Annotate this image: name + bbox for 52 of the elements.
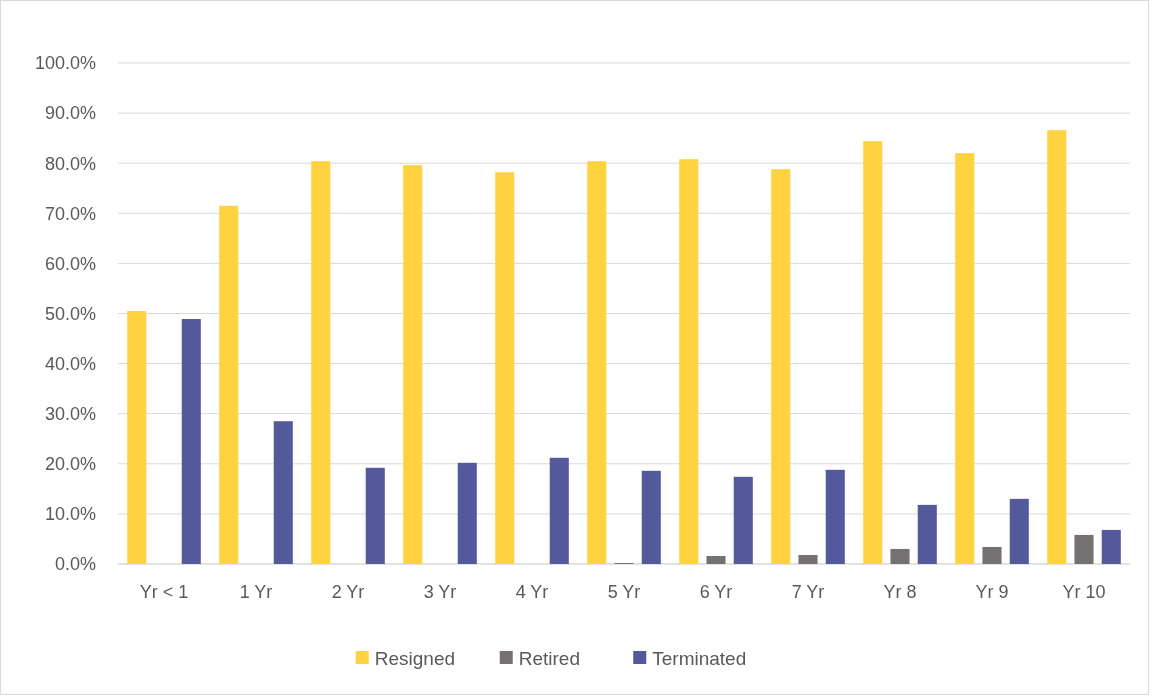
- bar: [311, 161, 331, 564]
- y-tick-label: 40.0%: [44, 353, 96, 374]
- x-tick-label: 3 Yr: [423, 582, 457, 602]
- legend-label: Terminated: [652, 647, 747, 669]
- bar: [457, 462, 477, 564]
- bar: [365, 467, 385, 564]
- bar: [549, 457, 569, 564]
- x-tick-label: 1 Yr: [239, 582, 273, 602]
- bar: [587, 161, 607, 564]
- bar: [181, 319, 201, 564]
- bar: [982, 546, 1002, 564]
- bar: [863, 141, 883, 564]
- x-tick-label: 5 Yr: [607, 582, 641, 602]
- bar: [798, 554, 818, 564]
- y-tick-label: 60.0%: [44, 253, 96, 274]
- bar: [1047, 130, 1067, 564]
- legend-label: Resigned: [374, 647, 456, 669]
- bar: [955, 153, 975, 564]
- y-tick-label: 90.0%: [44, 103, 96, 124]
- x-tick-label: 7 Yr: [791, 582, 825, 602]
- bar: [771, 169, 791, 564]
- bar: [733, 476, 753, 564]
- bar: [403, 165, 423, 564]
- y-tick-label: 80.0%: [44, 153, 96, 174]
- bar: [273, 421, 293, 564]
- y-tick-label: 20.0%: [44, 454, 96, 475]
- y-tick-label: 50.0%: [44, 303, 96, 324]
- legend-label: Retired: [518, 647, 580, 669]
- bar: [219, 205, 239, 564]
- bar: [825, 469, 845, 564]
- x-tick-label: Yr 10: [1062, 582, 1106, 602]
- x-tick-label: 6 Yr: [699, 582, 733, 602]
- y-tick-label: 0.0%: [54, 554, 96, 575]
- bar: [1101, 529, 1121, 564]
- bar: [1009, 498, 1029, 564]
- y-tick-label: 100.0%: [34, 53, 96, 74]
- bar: [890, 548, 910, 564]
- x-tick-label: Yr < 1: [139, 582, 189, 602]
- x-tick-label: 2 Yr: [331, 582, 365, 602]
- y-tick-label: 10.0%: [44, 504, 96, 525]
- x-tick-label: 4 Yr: [515, 582, 549, 602]
- bar: [917, 504, 937, 564]
- bar: [495, 172, 515, 564]
- x-tick-label: Yr 8: [883, 582, 917, 602]
- y-tick-label: 30.0%: [44, 404, 96, 424]
- bar: [127, 311, 147, 564]
- bar: [641, 470, 661, 564]
- bar: [706, 555, 726, 564]
- bar: [679, 159, 699, 564]
- x-tick-label: Yr 9: [975, 582, 1009, 602]
- y-tick-label: 70.0%: [44, 203, 96, 224]
- bar: [1074, 534, 1094, 564]
